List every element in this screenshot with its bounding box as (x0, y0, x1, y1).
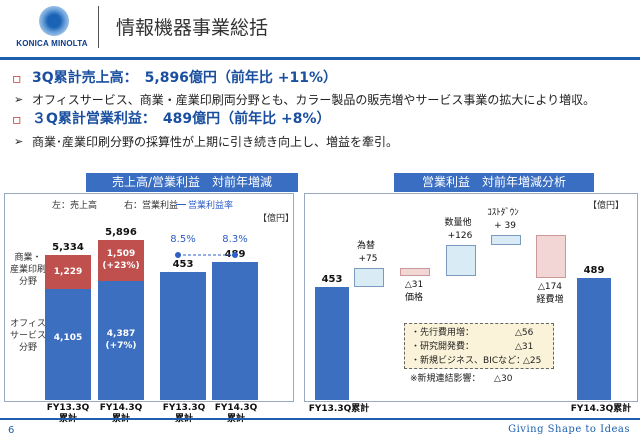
legend-line-swatch (176, 204, 186, 205)
waterfall-label-3: 数量他 (444, 217, 472, 228)
bullet-heading-profit: ３Q累計営業利益： 489億円（前年比 +8%） (32, 111, 331, 127)
segment-label-commercial: 商業・ 産業印刷 分野 (9, 253, 46, 287)
note-value-3: △25 (523, 356, 542, 366)
left-panel-title: 売上高/営業利益 対前年増減 (86, 173, 298, 192)
logo-text: KONICA MINOLTA (16, 39, 88, 48)
waterfall-bar-3 (446, 244, 476, 277)
x-label-wf-start: FY13.3Q累計 (308, 404, 370, 414)
waterfall-bar-4 (491, 234, 521, 245)
bar-label-commercial-0: 1,229 (53, 266, 83, 277)
bar-label-office-0: 4,105 (53, 333, 83, 344)
waterfall-value-0: 453 (321, 274, 343, 285)
header-rule (0, 57, 640, 60)
legend-right: 右：営業利益 (124, 201, 179, 211)
x-label-sales-fy14: FY14.3Q 累計 (99, 403, 143, 424)
x-label-profit-fy13: FY13.3Q 累計 (162, 403, 206, 424)
bullet-heading-sales: 3Q累計売上高： 5,896億円（前年比 +11%） (32, 70, 338, 86)
bullet-square-icon: ▫ (12, 112, 22, 128)
page-title: 情報機器事業総括 (116, 17, 269, 39)
bar-office-0 (45, 288, 91, 400)
bar-office-1 (98, 280, 144, 400)
note-extra: ※新規連結影響： △30 (410, 374, 513, 384)
waterfall-label-4: ｺｽﾄﾀﾞｳﾝ (487, 207, 519, 218)
right-unit: 【億円】 (588, 201, 625, 211)
note-label-2: ・研究開発費： (411, 342, 475, 352)
bullet-detail-sales: オフィスサービス、商業・産業印刷両分野とも、カラー製品の販売増やサービス事業の拡… (32, 93, 596, 107)
bar-profit-1 (212, 262, 258, 400)
chevron-right-icon: ➢ (14, 93, 24, 106)
waterfall-label-2: 価格 (404, 293, 423, 304)
bar-commercial-1 (98, 240, 144, 281)
bar-label-commercial-1: 1,509 (+23%) (102, 249, 140, 272)
right-panel (304, 193, 638, 402)
globe-icon (39, 6, 69, 36)
waterfall-label-5: 経費増 (536, 295, 564, 306)
left-unit: 【億円】 (258, 214, 295, 224)
note-label-1: ・先行費用増： (411, 328, 475, 338)
footer-rule (0, 418, 640, 420)
waterfall-bar-0 (315, 287, 349, 400)
segment-label-office: オフィス サービス 分野 (9, 319, 46, 353)
margin-label-1: 8.3% (222, 234, 248, 245)
bar-label-office-1: 4,387 (+7%) (105, 329, 137, 352)
waterfall-value-4: + 39 (494, 220, 516, 231)
bar-commercial-0 (45, 255, 91, 289)
note-box: ・先行費用増： △56 ・研究開発費： △31 ・新規ビジネス、BICなど： △… (404, 323, 554, 369)
chevron-right-icon: ➢ (14, 135, 24, 148)
x-label-profit-fy14: FY14.3Q 累計 (214, 403, 258, 424)
waterfall-value-6: 489 (583, 265, 605, 277)
note-value-2: △31 (515, 342, 534, 352)
waterfall-bar-5 (536, 234, 566, 279)
bullet-detail-profit: 商業･産業印刷分野の採算性が上期に引き続き向上し、増益を牽引。 (32, 135, 399, 149)
waterfall-label-1: 為替 (356, 241, 375, 252)
x-label-wf-end: FY14.3Q累計 (570, 404, 632, 414)
right-panel-title: 営業利益 対前年増減分析 (394, 173, 594, 192)
header-divider (98, 6, 99, 48)
margin-label-0: 8.5% (170, 234, 196, 245)
margin-line (175, 252, 238, 258)
waterfall-value-1: +75 (358, 254, 378, 265)
waterfall-bar-6 (577, 278, 611, 400)
legend-left: 左：売上高 (52, 201, 98, 211)
left-panel (4, 193, 294, 402)
tagline: Giving Shape to Ideas (508, 424, 630, 435)
legend-line: 営業利益率 (188, 201, 234, 211)
total-label-1: 5,896 (105, 227, 137, 238)
total-label-0: 5,334 (52, 242, 84, 254)
profit-label-0: 453 (172, 259, 194, 271)
logo: KONICA MINOLTA (8, 6, 96, 52)
page-number: 6 (8, 425, 15, 436)
waterfall-bar-2 (400, 268, 430, 276)
bullet-square-icon: ▫ (12, 71, 22, 87)
x-label-sales-fy13: FY13.3Q 累計 (46, 403, 90, 424)
waterfall-value-2: △31 (404, 280, 424, 291)
note-label-3: ・新規ビジネス、BICなど： (411, 356, 526, 366)
bar-profit-0 (160, 272, 206, 400)
waterfall-value-3: +126 (447, 230, 473, 241)
waterfall-bar-1 (354, 268, 384, 287)
waterfall-value-5: △174 (537, 282, 563, 293)
note-value-1: △56 (515, 328, 534, 338)
